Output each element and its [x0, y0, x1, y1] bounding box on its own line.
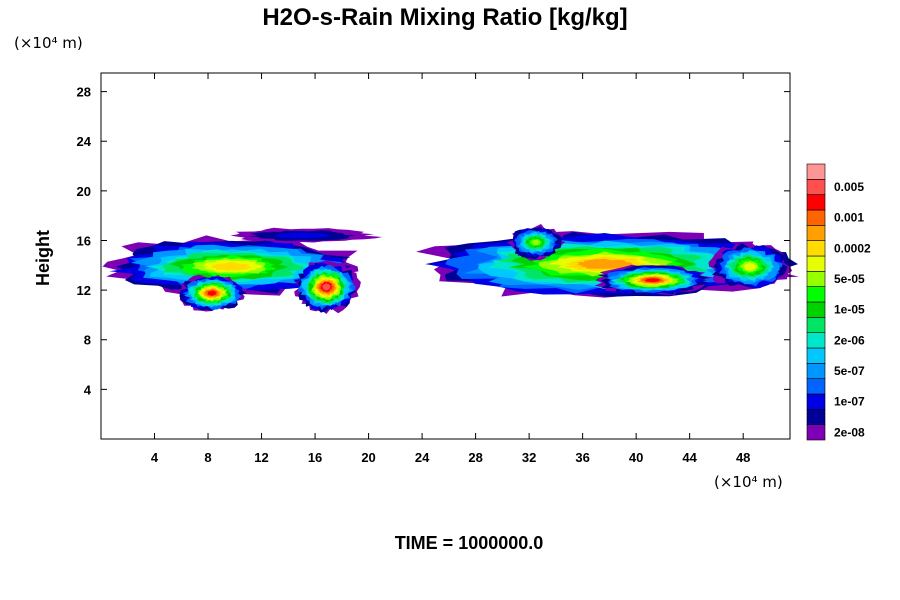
x-tick-label: 8 — [204, 450, 211, 465]
legend-swatch — [806, 225, 826, 241]
legend-swatch — [806, 194, 826, 211]
x-tick-label: 12 — [254, 450, 268, 465]
x-tick-label: 16 — [308, 450, 322, 465]
legend-label: 0.0002 — [834, 241, 871, 255]
contour-band — [575, 258, 634, 269]
y-unit-label: (×10⁴ m) — [14, 34, 83, 52]
contour-field — [102, 224, 799, 314]
legend-label: 2e-08 — [834, 425, 865, 439]
legend-swatch — [806, 163, 826, 180]
x-tick-label: 44 — [682, 450, 697, 465]
legend-swatch — [806, 209, 826, 226]
legend-label: 0.005 — [834, 180, 864, 194]
legend-swatch — [806, 317, 826, 333]
x-tick-label: 48 — [736, 450, 750, 465]
legend-label: 5e-05 — [834, 272, 865, 286]
legend-swatch — [806, 393, 826, 410]
legend-swatch — [806, 424, 826, 441]
chart-title: H2O-s-Rain Mixing Ratio [kg/kg] — [262, 4, 627, 31]
legend-swatch — [806, 332, 826, 349]
legend-swatch — [806, 409, 826, 425]
legend-swatch — [806, 363, 826, 379]
legend-label: 1e-07 — [834, 395, 865, 409]
legend-label: 1e-05 — [834, 303, 865, 317]
x-tick-label: 24 — [415, 450, 430, 465]
footer-time-label: TIME = 1000000.0 — [395, 533, 544, 553]
legend-label: 2e-06 — [834, 333, 865, 347]
y-tick-label: 12 — [77, 283, 91, 298]
y-tick-label: 28 — [77, 85, 91, 100]
y-tick-label: 24 — [77, 134, 92, 149]
x-tick-label: 40 — [629, 450, 643, 465]
legend-label: 0.001 — [834, 211, 864, 225]
legend-swatch — [806, 378, 826, 395]
contour-band — [531, 239, 541, 246]
x-tick-label: 32 — [522, 450, 536, 465]
legend-swatch — [806, 347, 826, 364]
y-axis-label: Height — [33, 230, 53, 286]
x-tick-label: 36 — [575, 450, 589, 465]
contour-band — [322, 283, 331, 291]
legend-swatch — [806, 301, 826, 318]
y-tick-label: 20 — [77, 184, 91, 199]
x-tick-label: 28 — [468, 450, 482, 465]
contour-band — [210, 261, 252, 271]
legend-swatch — [806, 179, 826, 195]
contour-band — [272, 232, 332, 239]
y-tick-label: 8 — [84, 333, 91, 348]
x-tick-label: 4 — [151, 450, 159, 465]
x-unit-label: (×10⁴ m) — [714, 473, 783, 491]
contour-band — [644, 278, 662, 283]
legend-swatch — [806, 286, 826, 303]
y-tick-label: 16 — [77, 233, 91, 248]
legend-label: 5e-07 — [834, 364, 865, 378]
y-tick-label: 4 — [84, 382, 92, 397]
color-legend: 2e-08 1e-07 5e-07 2e-06 1e-05 5e-05 0.0002 0.00… — [806, 163, 871, 441]
legend-swatch — [806, 271, 826, 287]
contour-band — [743, 262, 757, 271]
contour-band — [207, 290, 217, 296]
legend-swatch — [806, 240, 826, 257]
plot-frame — [100, 72, 791, 440]
legend-swatch — [806, 255, 826, 272]
x-tick-label: 20 — [361, 450, 375, 465]
